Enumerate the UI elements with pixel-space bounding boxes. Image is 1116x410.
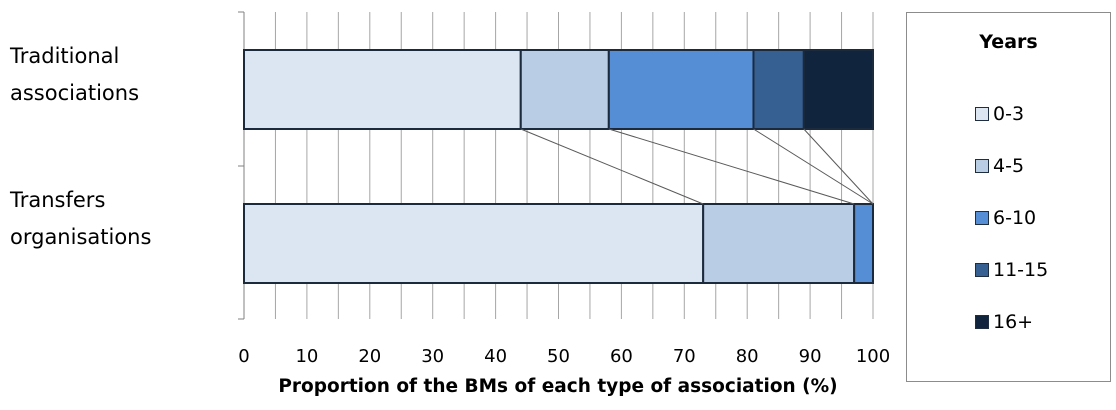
category-label-line-2: organisations <box>10 225 152 249</box>
legend-label: 4-5 <box>993 155 1025 177</box>
legend-item-16-plus: 16+ <box>975 310 1033 334</box>
bar-segment <box>243 49 522 130</box>
x-tick-label: 70 <box>673 346 696 367</box>
category-label-transfers-organisations: Transfers organisations <box>10 182 230 256</box>
legend-item-0-3: 0-3 <box>975 102 1024 126</box>
legend-item-4-5: 4-5 <box>975 154 1024 178</box>
series-connector-line <box>520 128 704 205</box>
bar-segment <box>243 203 705 284</box>
x-tick-label: 90 <box>799 346 822 367</box>
category-label-line-1: Transfers <box>10 188 106 212</box>
series-connector-line <box>803 128 874 205</box>
legend-label: 16+ <box>993 311 1034 333</box>
legend-swatch <box>975 263 989 277</box>
x-tick-label: 40 <box>484 346 507 367</box>
x-tick-label: 80 <box>736 346 759 367</box>
legend-label: 0-3 <box>993 103 1025 125</box>
x-tick-label: 30 <box>421 346 444 367</box>
category-label-traditional-associations: Traditional associations <box>10 38 230 112</box>
bar-segment <box>853 203 875 284</box>
x-tick-label: 50 <box>547 346 570 367</box>
legend-label: 6-10 <box>993 207 1037 229</box>
bar-segment <box>607 49 755 130</box>
x-tick-label: 10 <box>295 346 318 367</box>
legend: Years 0-3 4-5 6-10 11-15 16+ <box>906 12 1111 382</box>
legend-title: Years <box>979 31 1038 53</box>
legend-label: 11-15 <box>993 259 1049 281</box>
legend-item-11-15: 11-15 <box>975 258 1048 282</box>
bar-segment <box>752 49 805 130</box>
legend-item-6-10: 6-10 <box>975 206 1036 230</box>
x-tick-label: 0 <box>238 346 249 367</box>
x-tick-label: 20 <box>358 346 381 367</box>
series-connector-line <box>753 128 874 205</box>
category-label-line-1: Traditional <box>10 44 120 68</box>
legend-swatch <box>975 159 989 173</box>
category-label-line-2: associations <box>10 81 140 105</box>
bar-segment <box>519 49 610 130</box>
series-connector-line <box>608 128 855 205</box>
x-tick-label: 60 <box>610 346 633 367</box>
x-axis-title: Proportion of the BMs of each type of as… <box>278 376 838 397</box>
x-tick-label: 100 <box>856 346 890 367</box>
legend-swatch <box>975 211 989 225</box>
legend-swatch <box>975 315 989 329</box>
bar-segment <box>802 49 874 130</box>
legend-swatch <box>975 107 989 121</box>
bar-segment <box>702 203 856 284</box>
